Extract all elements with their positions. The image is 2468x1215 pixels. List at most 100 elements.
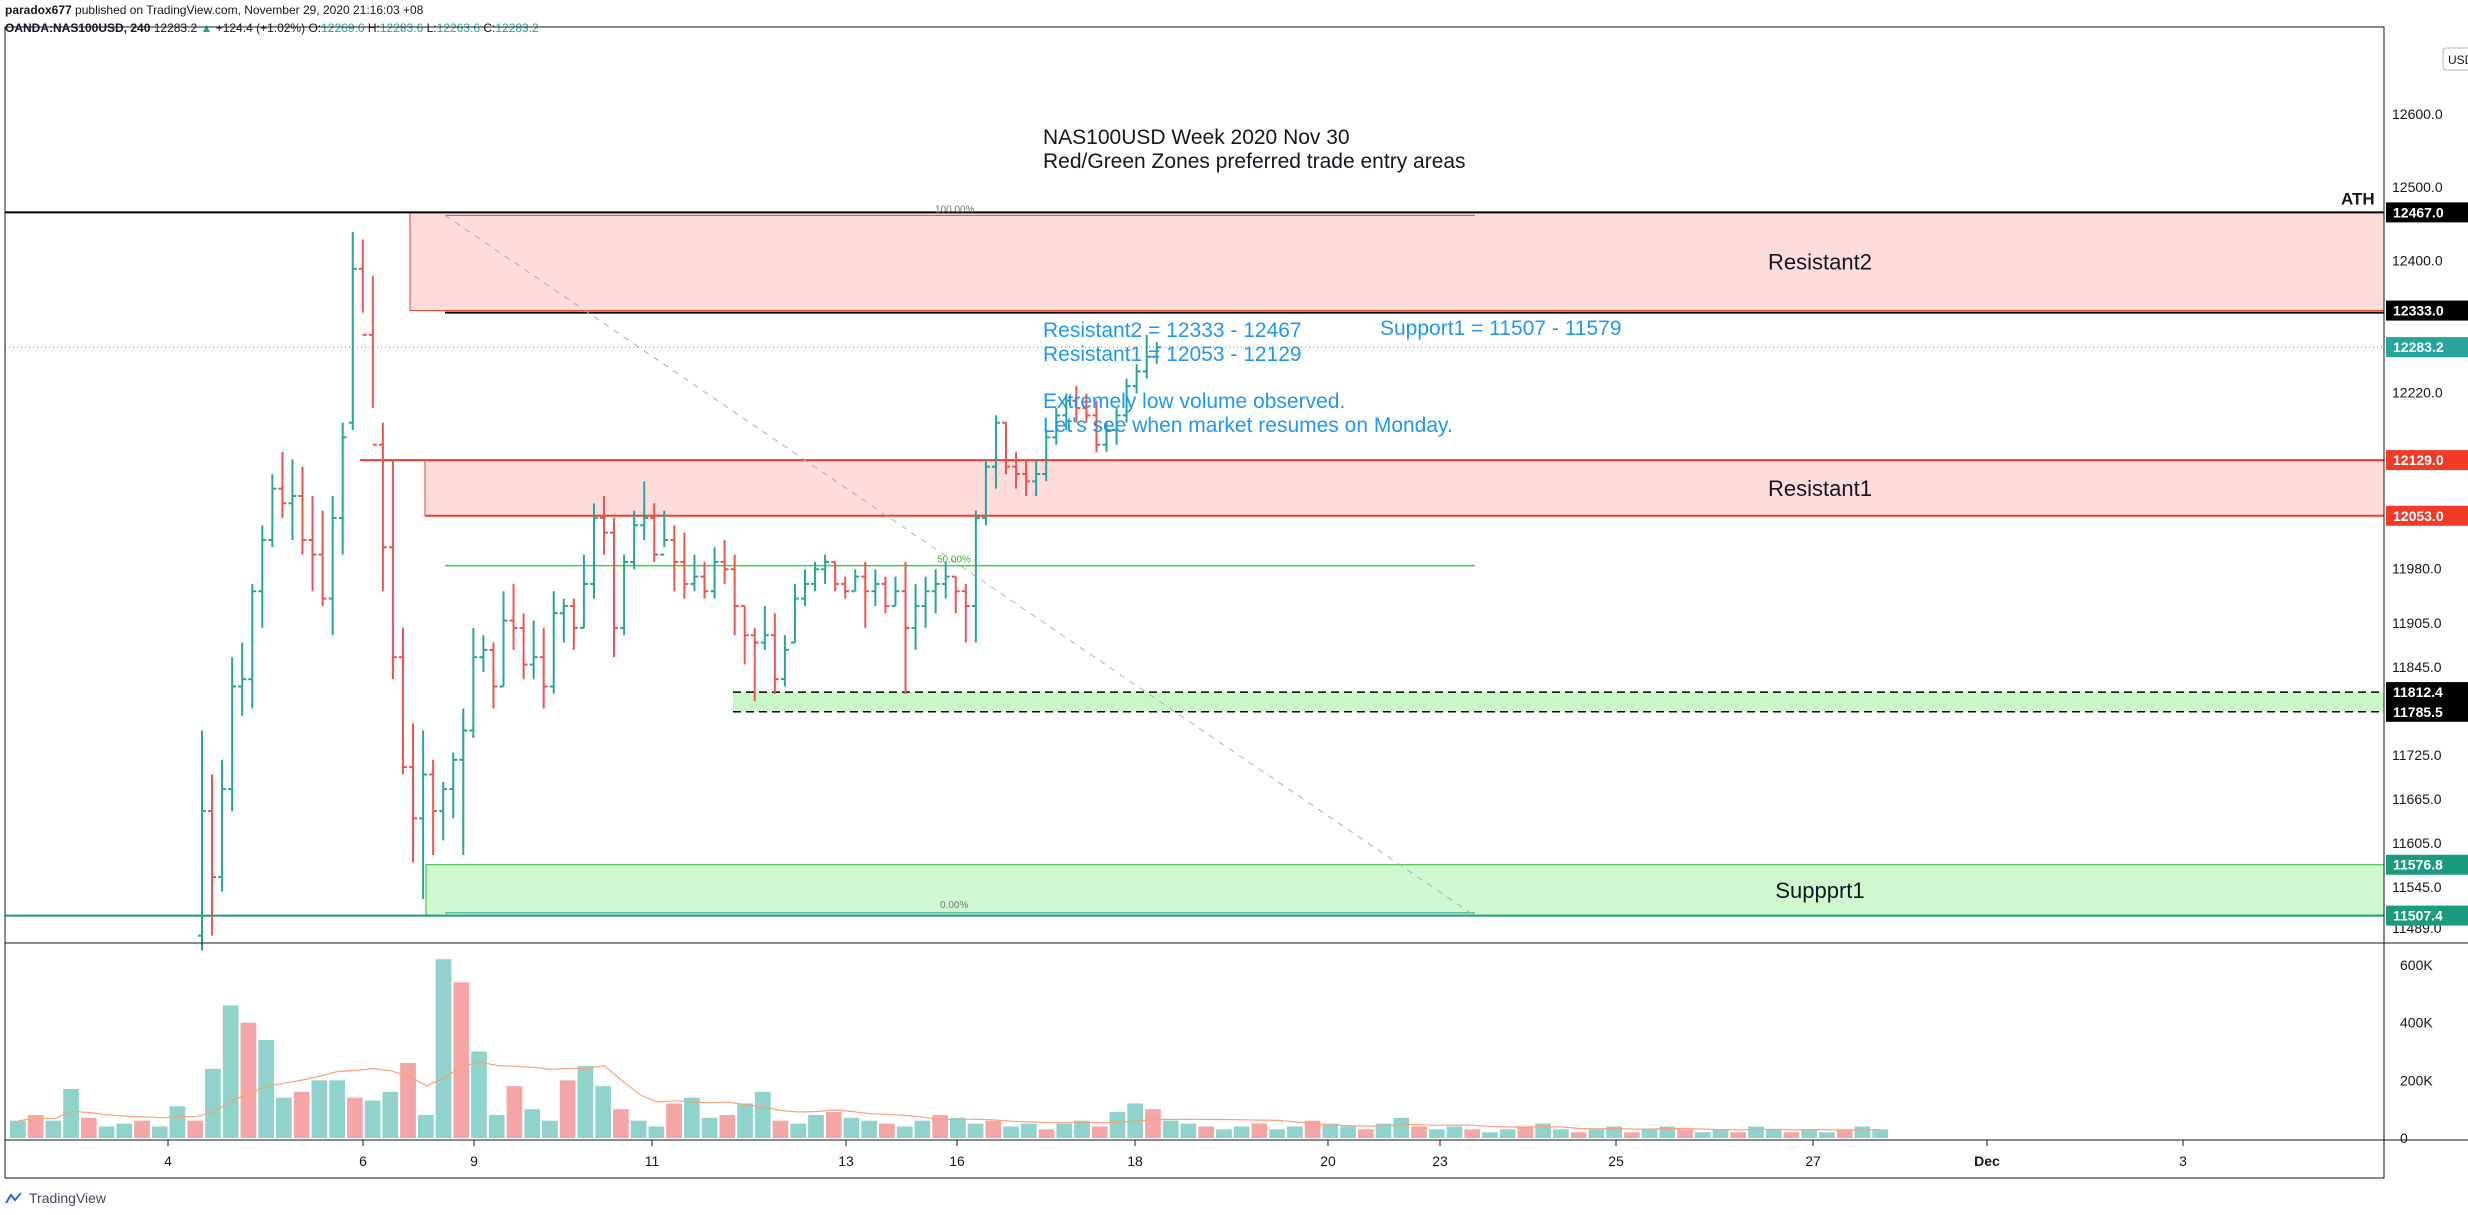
- x-tick-label: 4: [164, 1153, 172, 1169]
- volume-bar: [1499, 1129, 1516, 1138]
- ohlc-bar: [780, 635, 789, 687]
- price-level-badge: [2386, 854, 2468, 875]
- price-level-label: 12053.0: [2393, 508, 2444, 524]
- ohlc-bar: [449, 752, 458, 819]
- y-tick-label: 11725.0: [2392, 747, 2442, 763]
- ohlc-bar: [559, 598, 568, 643]
- volume-bar: [1606, 1126, 1622, 1138]
- ohlc-bar: [770, 613, 779, 694]
- zone-label-resistant2: Resistant2: [1768, 249, 1872, 274]
- ohlc-bar: [700, 561, 709, 599]
- volume-bar: [1375, 1123, 1392, 1138]
- volume-bar: [896, 1126, 913, 1138]
- volume-bar: [240, 1022, 257, 1138]
- ohlc-bar: [439, 781, 448, 841]
- x-tick-label: 25: [1608, 1153, 1624, 1169]
- ohlc-bar: [429, 759, 438, 856]
- symbol-name[interactable]: OANDA:NAS100USD, 240: [5, 21, 151, 35]
- price-level-label: 11576.8: [2393, 857, 2443, 873]
- volume-bar: [45, 1120, 62, 1138]
- ohlc-bar: [218, 759, 227, 892]
- volume-bar: [506, 1086, 523, 1138]
- x-tick-label: Dec: [1974, 1153, 2000, 1169]
- volume-bar: [293, 1091, 310, 1138]
- volume-bar: [719, 1114, 736, 1138]
- volume-bar: [1570, 1132, 1587, 1138]
- ohlc-bar: [368, 276, 377, 446]
- ohlc-bar: [1062, 393, 1071, 431]
- x-tick-label: 6: [359, 1153, 367, 1169]
- ohlc-bar: [710, 547, 719, 599]
- volume-bar: [1872, 1129, 1888, 1138]
- volume-bar: [1216, 1129, 1232, 1138]
- ohlc-bar: [509, 583, 518, 650]
- chart-frame: [4, 26, 2385, 1179]
- ohlc-bar: [1042, 430, 1051, 482]
- volume-bar: [1712, 1129, 1729, 1138]
- volume-bar: [1446, 1126, 1463, 1138]
- price-level-label: 12129.0: [2393, 452, 2444, 468]
- ohlc-bar: [891, 576, 900, 607]
- volume-bar: [205, 1068, 221, 1138]
- y-tick-label: 11905.0: [2392, 615, 2442, 631]
- note-line1: Extremely low volume observed.: [1043, 390, 1345, 413]
- volume-bar: [1535, 1123, 1552, 1138]
- volume-bar: [187, 1120, 204, 1138]
- fib-top-label: 100.00%: [935, 204, 975, 215]
- y-tick-label: 11665.0: [2392, 791, 2442, 807]
- volume-bar: [808, 1114, 824, 1138]
- volume-bar: [630, 1120, 647, 1138]
- zone-label-resistant1: Resistant1: [1768, 476, 1872, 501]
- volume-bar: [1641, 1129, 1658, 1138]
- volume-bar: [1393, 1117, 1410, 1138]
- volume-bar: [1659, 1126, 1676, 1138]
- ohlc-bar: [258, 525, 267, 628]
- y-tick-label: 12600.0: [2392, 106, 2443, 122]
- volume-bar: [879, 1123, 895, 1138]
- volume-bar: [1056, 1123, 1073, 1138]
- x-tick-label: 18: [1127, 1153, 1143, 1169]
- fib-bottom-label: 0.00%: [940, 900, 968, 911]
- x-tick-label: 9: [470, 1153, 478, 1169]
- currency-label: USD: [2448, 53, 2468, 67]
- ohlc-bar: [1132, 364, 1141, 394]
- volume-bars: [10, 959, 1888, 1138]
- ohlc-bar: [841, 576, 850, 599]
- author-name[interactable]: paradox677: [5, 3, 72, 17]
- volume-bar: [1819, 1132, 1835, 1138]
- ohlc-bar: [871, 569, 880, 606]
- ohlc-bar: [479, 635, 488, 672]
- volume-bar: [151, 1126, 168, 1138]
- ohlc-bar: [529, 620, 538, 680]
- ohlc-bar: [961, 583, 970, 643]
- zone-resistant1: [424, 459, 2385, 517]
- volume-bar: [1340, 1126, 1356, 1138]
- support-text: Support1 = 11507 - 11579: [1380, 317, 1622, 340]
- volume-bar: [1836, 1129, 1853, 1138]
- ath-label: ATH: [2341, 189, 2375, 208]
- ohlc-bar: [459, 708, 468, 856]
- open-value: 12269.6: [321, 21, 365, 35]
- ohlc-bar: [579, 554, 588, 629]
- volume-bar: [364, 1100, 381, 1138]
- volume-bar: [400, 1063, 416, 1138]
- x-tick-label: 11: [645, 1153, 660, 1169]
- tradingview-logo[interactable]: TradingView: [5, 1190, 106, 1206]
- volume-bar: [134, 1120, 150, 1138]
- ohlc-bar: [991, 415, 1000, 489]
- volume-bar: [613, 1109, 629, 1138]
- price-level-badge: [2386, 682, 2468, 703]
- volume-bar: [701, 1117, 718, 1138]
- volume-bar: [1588, 1129, 1605, 1138]
- volume-bar: [1357, 1129, 1374, 1138]
- note-line2: Let's see when market resumes on Monday.: [1043, 414, 1453, 437]
- annotations-layer: Resistant2 Resistant1 Suppprt1 100.00% 50.00…: [935, 126, 2375, 911]
- volume-bar: [985, 1120, 1002, 1138]
- ohlc-bar: [469, 627, 478, 738]
- volume-bar: [1464, 1129, 1481, 1138]
- ohlc-bar: [660, 510, 669, 556]
- volume-bar: [488, 1114, 505, 1138]
- volume-bar: [1428, 1129, 1445, 1138]
- ohlc-bar: [338, 422, 347, 555]
